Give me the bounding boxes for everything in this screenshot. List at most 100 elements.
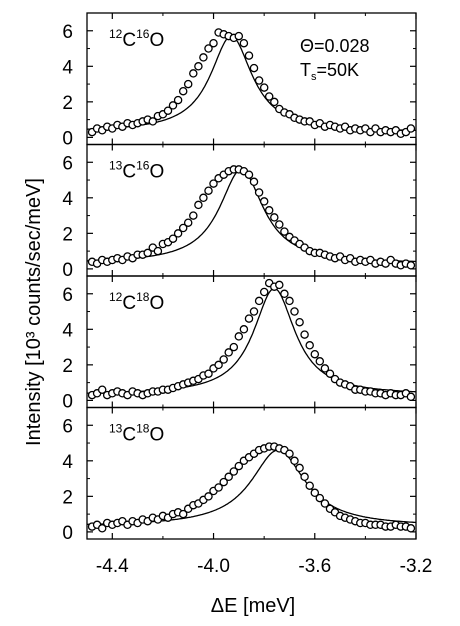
data-point: [244, 170, 254, 179]
data-point: [320, 364, 330, 373]
data-point: [234, 31, 244, 41]
data-point: [97, 524, 107, 533]
data-point: [310, 349, 320, 359]
data-point: [249, 63, 259, 73]
data-point: [178, 509, 188, 519]
data-point: [178, 86, 188, 96]
panel-isotope-label: 13C18O: [109, 422, 164, 446]
annotation-block: Θ=0.028 Ts=50K: [300, 36, 370, 83]
oxygen-symbol: O: [149, 293, 164, 314]
data-point: [295, 317, 304, 327]
data-point: [199, 193, 208, 203]
temp-value: =50K: [317, 60, 360, 80]
data-point: [320, 499, 330, 508]
y-tick-label: 6: [62, 153, 73, 174]
data-point: [199, 53, 208, 62]
carbon-isotope: 13: [109, 159, 123, 173]
data-point: [219, 355, 228, 364]
y-tick-label: 0: [62, 260, 73, 281]
y-tick-label: 4: [62, 189, 73, 210]
data-point: [275, 220, 284, 229]
data-point: [239, 38, 249, 48]
data-point: [194, 62, 203, 71]
data-point: [244, 314, 254, 323]
y-tick-label: 0: [62, 128, 73, 149]
data-point: [259, 287, 269, 297]
oxygen-isotope: 18: [136, 422, 150, 436]
carbon-symbol: C: [122, 162, 136, 183]
temp-prefix: T: [300, 60, 311, 80]
data-point: [239, 325, 249, 334]
data-point: [148, 117, 158, 126]
data-point: [173, 95, 183, 105]
y-tick-label: 0: [62, 523, 73, 544]
data-point: [315, 493, 325, 503]
data-point: [275, 280, 284, 290]
data-point: [300, 330, 309, 339]
oxygen-symbol: O: [149, 162, 164, 183]
data-point: [295, 463, 304, 473]
carbon-symbol: C: [122, 293, 136, 314]
data-point: [168, 234, 178, 243]
data-point: [244, 51, 254, 60]
data-point: [204, 186, 213, 195]
y-tick-label: 2: [62, 93, 73, 114]
data-point: [143, 248, 152, 258]
panel-isotope-label: 12C16O: [109, 27, 164, 51]
x-tick-labels: -4.4 -4.0 -3.6 -3.2: [96, 556, 432, 577]
panel-1: 0 2 4 6 12C16O: [62, 12, 417, 149]
panel-frame: [86, 406, 417, 540]
y-axis-label-text: Intensity [10³ counts/sec/meV]: [23, 178, 45, 446]
data-point: [204, 369, 213, 378]
data-point: [183, 79, 193, 89]
data-point: [234, 332, 244, 341]
y-tick-label: 6: [62, 22, 73, 43]
data-point: [264, 206, 274, 215]
data-point: [209, 38, 218, 48]
data-point: [194, 200, 203, 210]
data-point: [290, 307, 299, 316]
x-tick-label: -4.4: [96, 556, 129, 577]
temperature-annotation: Ts=50K: [300, 60, 359, 83]
data-point: [249, 177, 259, 187]
y-tick-label: 4: [62, 320, 73, 341]
panel-2: 0 2 4 6 13C16O: [62, 143, 417, 281]
data-point: [280, 289, 289, 299]
carbon-symbol: C: [122, 425, 136, 446]
oxygen-symbol: O: [149, 425, 164, 446]
data-point: [305, 341, 314, 350]
oxygen-isotope: 16: [136, 27, 150, 41]
data-point: [285, 449, 294, 458]
y-tick-label: 4: [62, 452, 73, 473]
data-point: [97, 385, 107, 394]
data-point: [270, 213, 279, 222]
x-tick-label: -3.2: [400, 556, 433, 577]
data-point: [406, 261, 416, 270]
y-tick-label: 4: [62, 57, 73, 78]
data-point: [219, 477, 228, 487]
data-point: [153, 246, 163, 256]
data-point: [234, 461, 244, 471]
data-point: [285, 296, 294, 306]
y-tick-label: 6: [62, 416, 73, 437]
data-point: [270, 97, 279, 107]
data-point: [264, 92, 274, 101]
data-point: [406, 392, 416, 402]
data-point: [224, 348, 233, 357]
oxygen-isotope: 16: [136, 159, 150, 173]
data-point: [259, 197, 269, 206]
y-tick-label: 6: [62, 285, 73, 306]
y-tick-label: 2: [62, 487, 73, 508]
carbon-symbol: C: [122, 30, 136, 51]
oxygen-isotope: 18: [136, 290, 150, 304]
data-point: [189, 69, 198, 78]
data-point: [280, 227, 289, 236]
panel-4: 0 2 4 6 13C18O: [62, 406, 417, 544]
data-point: [229, 467, 239, 476]
x-tick-label: -3.6: [298, 556, 331, 577]
panel-isotope-label: 12C18O: [109, 290, 164, 314]
y-tick-label: 2: [62, 356, 73, 377]
data-point: [168, 101, 178, 110]
